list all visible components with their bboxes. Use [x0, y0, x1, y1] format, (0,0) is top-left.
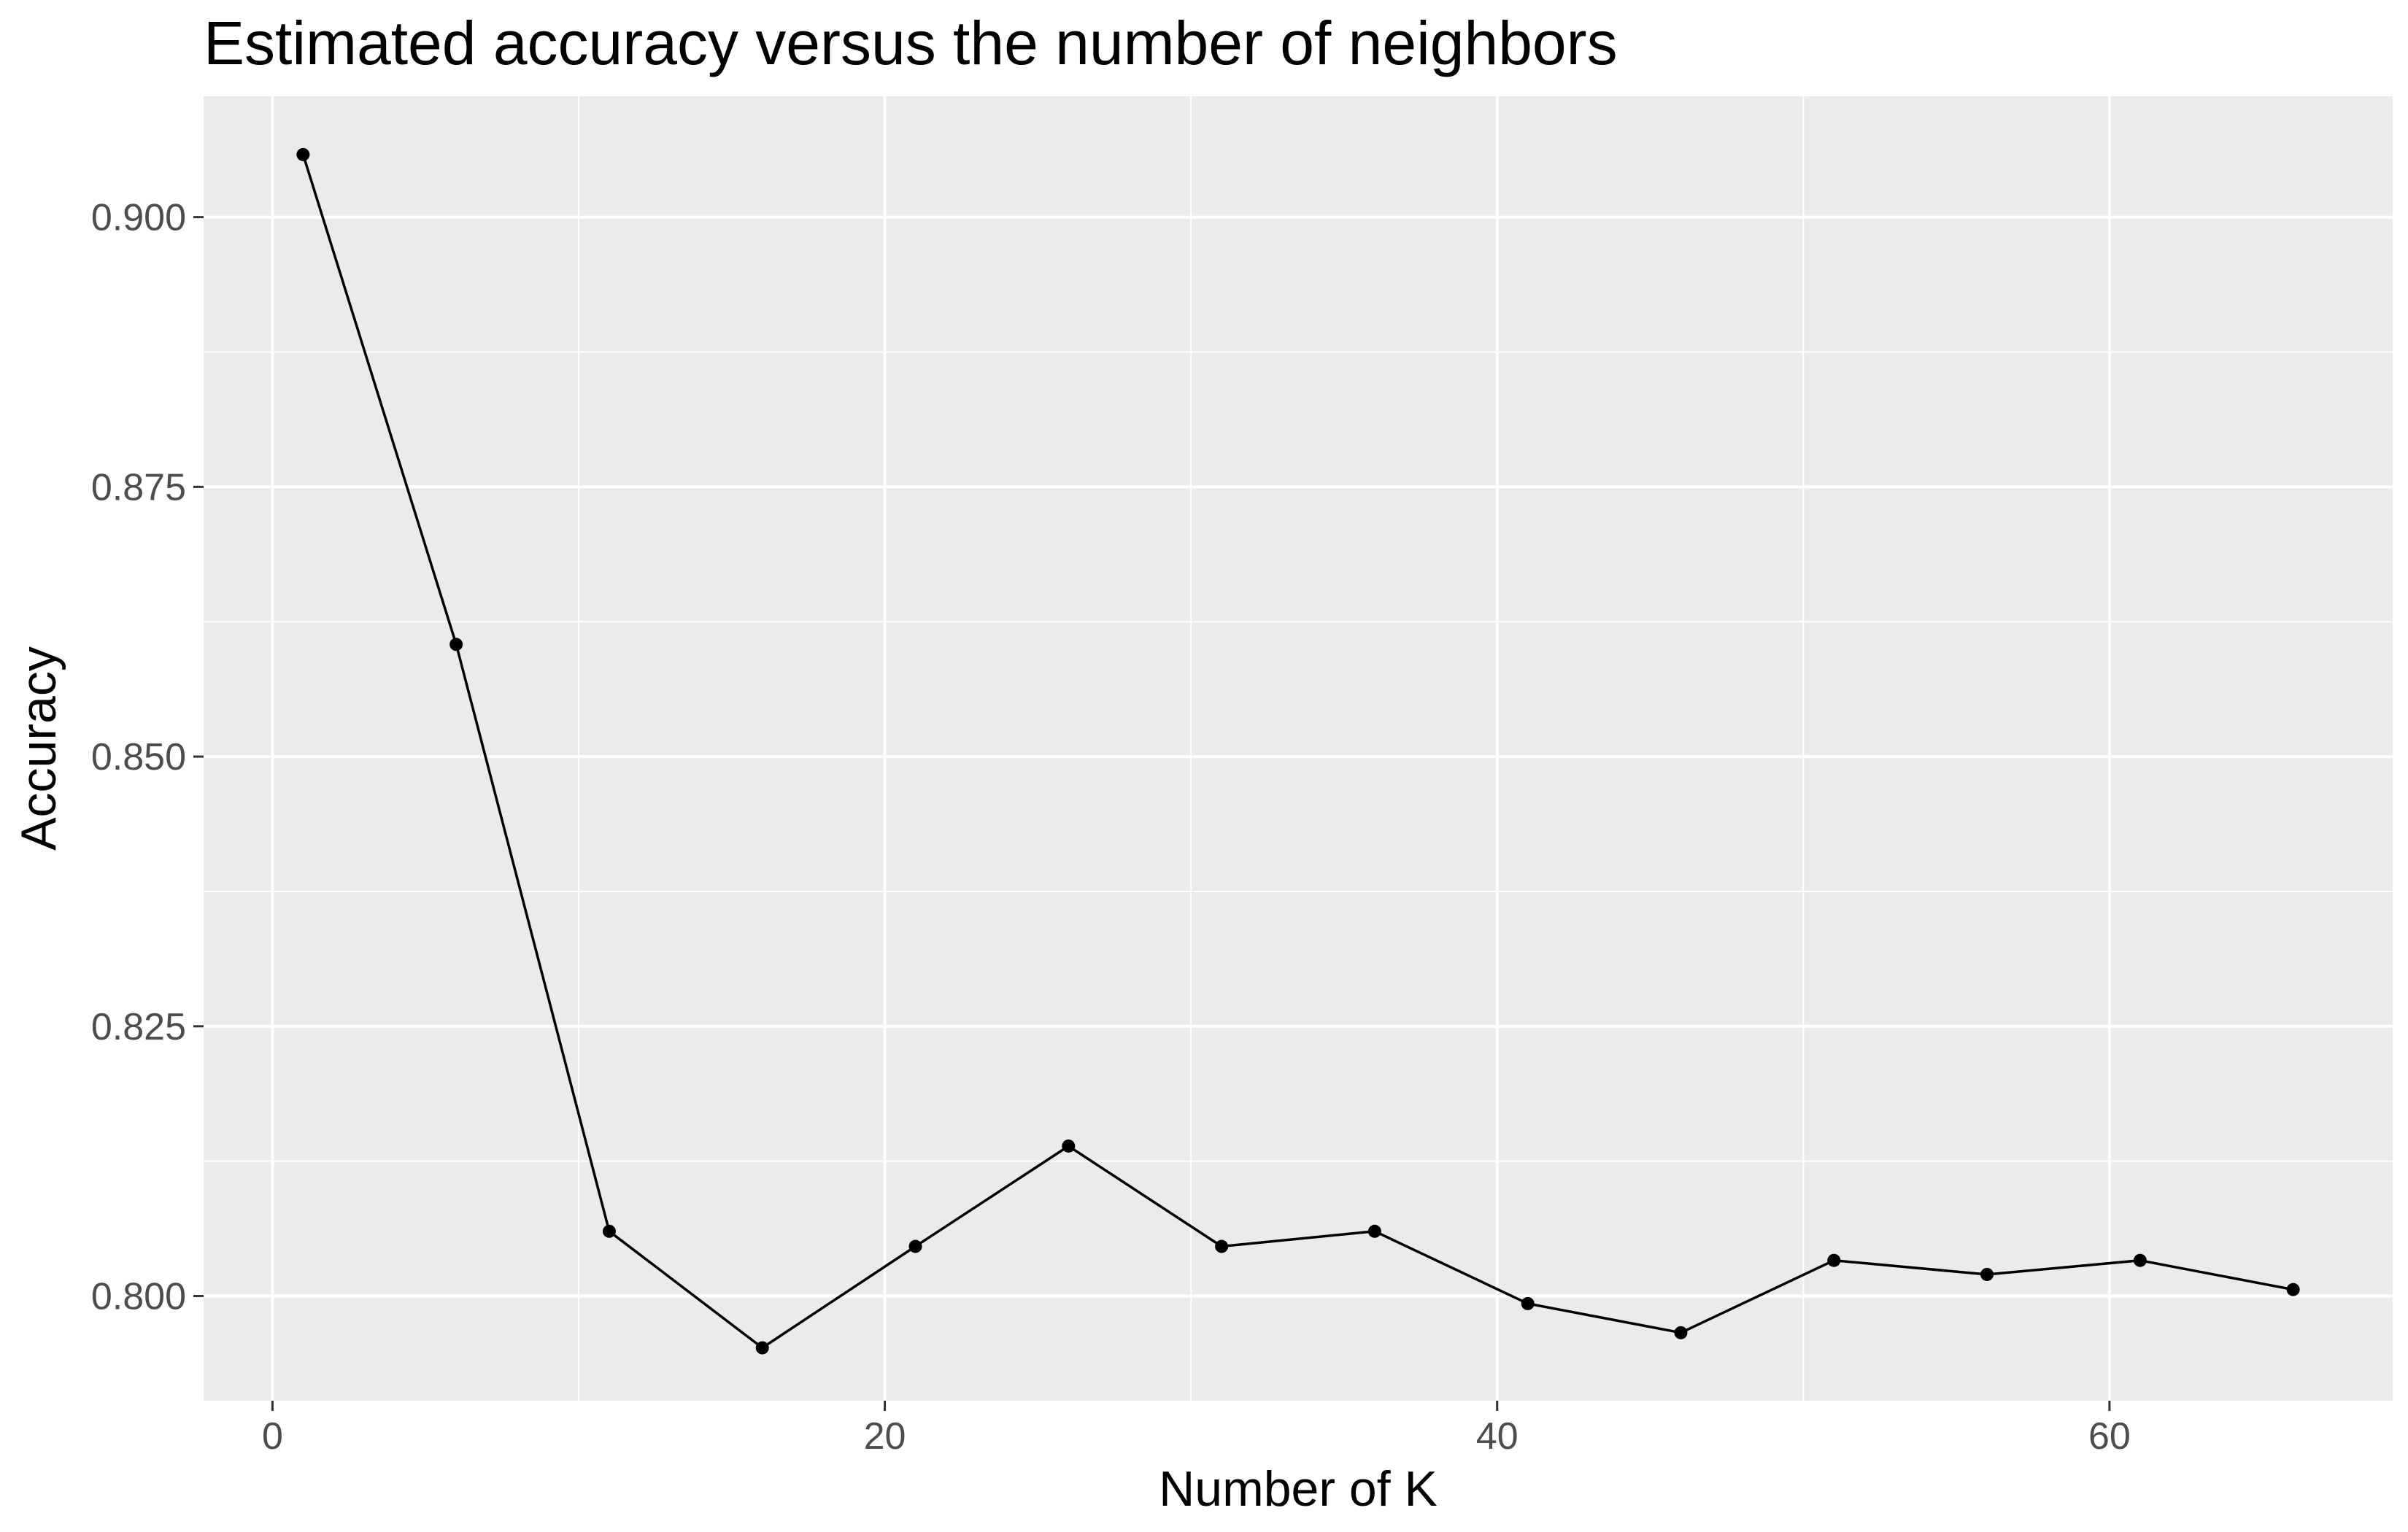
data-point	[908, 1239, 922, 1253]
axes: 0 20 40 60 0.800 0.825 0.850 0.875 0.900	[91, 197, 2131, 1458]
major-gridlines	[204, 96, 2393, 1401]
data-point	[2286, 1283, 2300, 1296]
y-tick-label: 0.900	[91, 197, 186, 239]
data-point	[296, 147, 310, 161]
data-point	[1521, 1296, 1535, 1310]
data-point	[1674, 1326, 1688, 1339]
plot-panel	[204, 96, 2393, 1401]
y-tick-label: 0.825	[91, 1006, 186, 1048]
data-point	[1062, 1139, 1076, 1153]
x-tick-label: 40	[1476, 1415, 1518, 1458]
minor-gridlines	[204, 96, 2393, 1401]
x-tick-label: 20	[864, 1415, 906, 1458]
y-tick-label: 0.875	[91, 466, 186, 508]
y-tick-label: 0.800	[91, 1276, 186, 1318]
series-line	[301, 154, 2293, 1350]
data-point	[1215, 1239, 1229, 1253]
y-tick-label: 0.850	[91, 736, 186, 778]
data-point	[2133, 1253, 2147, 1267]
x-tick-label: 0	[262, 1415, 283, 1458]
chart-title: Estimated accuracy versus the number of …	[204, 9, 1618, 77]
data-point	[602, 1224, 616, 1238]
data-point	[1827, 1253, 1841, 1267]
x-tick-label: 60	[2088, 1415, 2131, 1458]
x-axis-title: Number of K	[1159, 1461, 1438, 1517]
y-axis-title: Accuracy	[11, 646, 66, 851]
data-point	[449, 638, 463, 651]
data-point	[1367, 1224, 1381, 1238]
series-layer	[296, 147, 2300, 1355]
data-point	[755, 1341, 769, 1355]
data-point	[1980, 1267, 1994, 1281]
